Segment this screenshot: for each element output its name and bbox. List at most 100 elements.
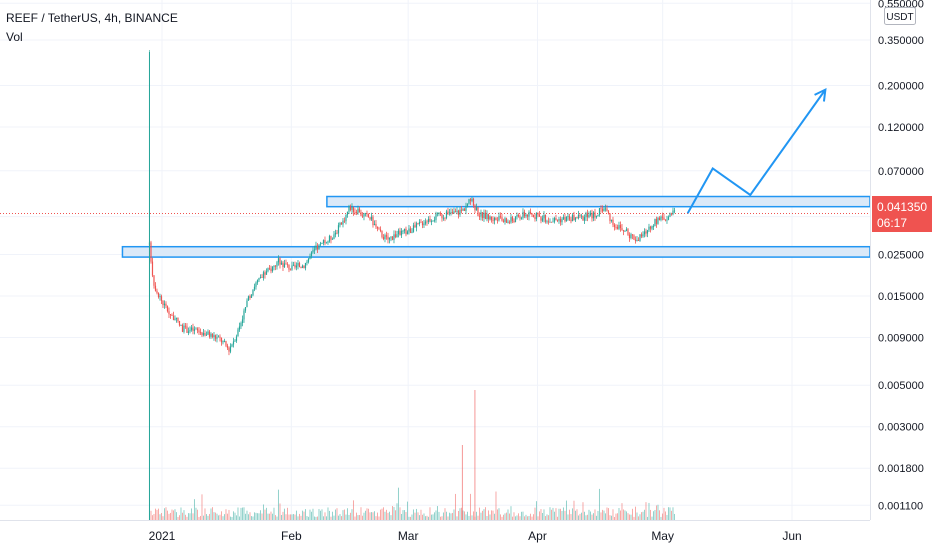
candle-body — [202, 332, 205, 336]
volume-bar — [478, 507, 480, 520]
candle-body — [547, 221, 550, 223]
candle-body — [493, 217, 496, 221]
volume-bar — [156, 509, 158, 520]
candle-body — [526, 214, 529, 217]
candle-body — [472, 198, 475, 206]
candle-body — [478, 215, 481, 217]
support-zone[interactable] — [121, 245, 871, 258]
candle-body — [577, 214, 580, 219]
volume-bar — [517, 513, 519, 520]
volume-bar — [516, 515, 518, 520]
candle-body — [534, 217, 536, 219]
candle-body — [667, 216, 670, 220]
volume-bar — [625, 511, 627, 520]
volume-bar — [466, 511, 468, 520]
candle-body — [583, 217, 586, 221]
candle-body — [190, 327, 193, 330]
candle-body — [151, 261, 154, 276]
candle-body — [187, 331, 190, 333]
candle-body — [394, 234, 397, 237]
candle-body — [367, 214, 370, 218]
candle-body — [208, 331, 211, 337]
volume-bar — [495, 491, 497, 520]
candle-body — [465, 206, 467, 211]
candle-body — [442, 217, 445, 219]
candle-body — [160, 296, 163, 301]
candle-body — [669, 213, 671, 217]
candle-body — [558, 219, 560, 221]
candle-body — [219, 336, 221, 338]
volume-bar — [240, 507, 242, 520]
volume-bar — [237, 507, 239, 520]
price-axis[interactable]: 0.550000 0.350000 0.200000 0.120000 0.070000… — [878, 0, 924, 512]
candle-body — [319, 243, 322, 245]
candle-body — [325, 242, 328, 244]
volume-bar — [657, 504, 659, 520]
volume-bar — [403, 510, 405, 520]
volume-spike-bar — [474, 390, 476, 520]
price-tick-label: 0.550000 — [878, 0, 924, 10]
price-tick-label: 0.003000 — [878, 422, 924, 434]
candle-body — [262, 272, 265, 278]
time-axis[interactable]: 2021 Feb Mar Apr May Jun — [149, 529, 802, 543]
candle-body — [655, 218, 658, 224]
volume-bar — [553, 511, 555, 520]
candle-body — [666, 219, 668, 221]
time-tick-label: May — [651, 529, 674, 543]
volume-bar — [543, 509, 545, 520]
volume-bar — [540, 509, 542, 520]
volume-bar — [286, 507, 288, 520]
volume-bar — [643, 509, 645, 520]
candle-body — [475, 207, 478, 211]
volume-bar — [318, 509, 320, 520]
candle-body — [321, 243, 323, 244]
time-tick-label: Apr — [528, 529, 547, 543]
volume-bar — [175, 512, 177, 520]
volume-bar — [451, 512, 453, 520]
volume-bar — [358, 515, 360, 520]
candle-body — [645, 231, 647, 234]
volume-bars — [148, 50, 675, 520]
candle-body — [480, 212, 482, 217]
volume-bar — [217, 515, 219, 520]
volume-bar — [414, 512, 416, 520]
candle-body — [166, 306, 169, 312]
candle-body — [324, 240, 326, 244]
volume-bar — [673, 513, 675, 520]
candle-body — [336, 232, 338, 234]
candle-body — [648, 226, 650, 231]
candle-body — [196, 328, 199, 331]
candle-body — [222, 341, 224, 343]
candle-body — [496, 220, 499, 221]
candle-body — [658, 217, 661, 220]
candle-body — [315, 245, 317, 250]
volume-bar — [424, 516, 426, 520]
currency-button[interactable]: USDT — [884, 7, 916, 25]
volume-bar — [481, 510, 483, 520]
candle-body — [153, 275, 155, 286]
candle-body — [508, 221, 511, 223]
volume-bar — [163, 508, 165, 520]
candle-body — [544, 214, 547, 222]
candle-body — [528, 211, 530, 217]
candle-body — [249, 296, 251, 298]
candle-body — [435, 213, 437, 220]
candle-body — [432, 220, 434, 222]
candle-body — [285, 263, 287, 265]
candle-body — [199, 332, 202, 334]
candle-body — [327, 241, 329, 243]
volume-bar — [609, 515, 611, 520]
candle-body — [417, 223, 419, 225]
candle-body — [411, 231, 413, 233]
candle-body — [543, 214, 545, 219]
volume-bar — [333, 515, 335, 520]
resistance-zone[interactable] — [326, 195, 871, 208]
volume-bar — [624, 510, 626, 520]
projection-path[interactable] — [686, 89, 827, 214]
volume-bar — [660, 516, 662, 520]
candle-body — [246, 300, 248, 307]
candle-body — [463, 208, 466, 211]
candle-body — [523, 211, 526, 217]
chart-title: REEF / TetherUS, 4h, BINANCE — [6, 11, 178, 25]
